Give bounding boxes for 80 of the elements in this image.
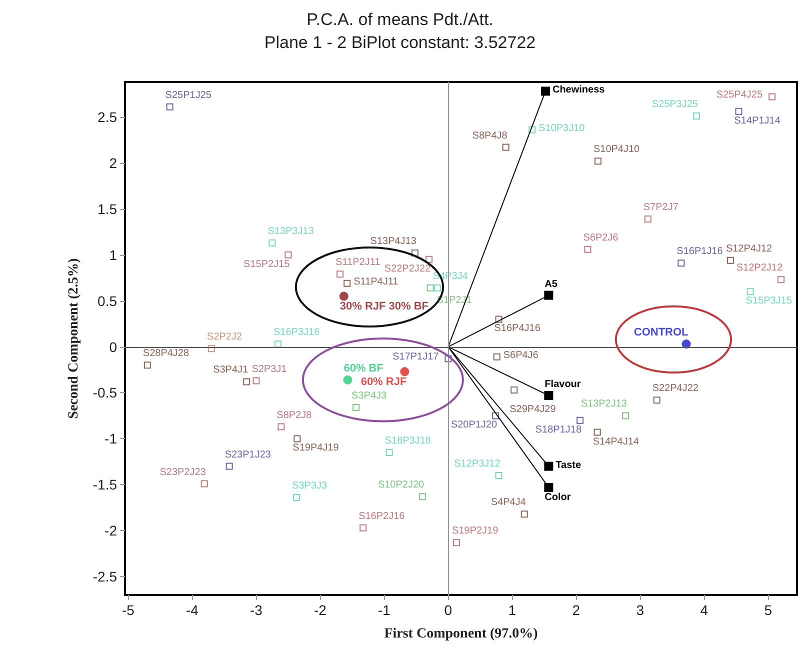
x-tick-label: -2	[314, 602, 327, 618]
data-label: S28P4J28	[142, 348, 190, 360]
series-label: Chewiness	[552, 84, 606, 96]
data-label: S17P1J17	[392, 352, 440, 363]
series-label: A5	[544, 278, 558, 290]
y-tick-label: 0	[109, 338, 118, 355]
y-tick-label: 1.5	[98, 200, 118, 217]
x-tick-label: 4	[700, 602, 708, 618]
data-label: S8P4J8	[472, 130, 508, 142]
data-label: S22P2J22	[384, 263, 431, 274]
x-tick-label: -5	[122, 602, 135, 618]
data-label: S16P4J16	[494, 323, 541, 334]
data-label: S13P2J13	[580, 398, 628, 410]
data-label: S14P1J14	[734, 115, 781, 126]
y-tick-label: 1	[109, 246, 118, 263]
series-label: Flavour	[544, 379, 581, 390]
data-label: S11P4J11	[354, 276, 399, 288]
data-label: S10P2J20	[378, 480, 425, 491]
series-label: CONTROL	[634, 326, 689, 339]
x-tick-label: 1	[508, 602, 516, 618]
y-tick-label: 2	[109, 154, 118, 171]
data-label: S25P3J25	[652, 99, 698, 110]
data-label: S4P4J4	[490, 497, 526, 508]
data-label: S12P3J12	[454, 458, 501, 470]
x-tick-label: 2	[572, 602, 580, 618]
data-label: S15P2J15	[244, 258, 290, 270]
y-tick-label: -0.5	[92, 384, 118, 401]
x-tick-label: -1	[378, 602, 391, 618]
x-tick-label: 3	[636, 602, 644, 618]
data-label: S16P1J16	[676, 246, 724, 258]
data-label: S15P3J15	[746, 296, 792, 307]
data-label: S13P4J13	[370, 236, 417, 247]
data-label: S16P3J16	[273, 327, 320, 338]
series-label: 60% BF	[344, 362, 384, 374]
data-label: S19P2J19	[452, 526, 499, 537]
data-label: S18P1J18	[535, 424, 582, 436]
y-tick-label: -2	[104, 522, 118, 539]
data-label: S20P1J20	[450, 420, 498, 431]
data-label: S19P4J19	[292, 442, 340, 454]
data-label: S25P4J25	[716, 90, 763, 101]
data-label: S6P4J6	[503, 350, 539, 361]
series-label: 60% RJF	[360, 376, 407, 388]
data-label: S12P2J12	[736, 262, 783, 274]
data-label: S18P3J18	[384, 436, 432, 446]
data-label: S6P2J6	[583, 232, 619, 244]
x-tick-label: 0	[444, 602, 452, 618]
data-label: S10P4J10	[593, 144, 640, 156]
series-label: Color	[544, 492, 571, 503]
data-label: S10P3J10	[538, 122, 586, 134]
y-tick-label: -1	[104, 430, 118, 447]
series-label: 30% RJF 30% BF	[340, 300, 429, 313]
data-label: S23P2J23	[160, 466, 206, 478]
x-tick-label: -3	[250, 602, 263, 618]
data-label: S14P4J14	[592, 436, 640, 448]
data-label: S3P4J1	[213, 364, 249, 376]
y-tick-label: 2.5	[98, 108, 118, 125]
data-label: S3P4J3	[352, 390, 388, 402]
y-tick-label: 0.5	[98, 292, 118, 309]
data-label: S7P2J7	[643, 202, 679, 213]
x-tick-label: 5	[764, 602, 772, 618]
y-tick-label: -2.5	[92, 568, 118, 585]
y-axis-title: Second Component (2.5%)	[66, 258, 82, 419]
data-label: S12P4J12	[726, 243, 773, 254]
x-axis-title: First Component (97.0%)	[384, 626, 538, 642]
data-label: S29P4J29	[510, 404, 556, 415]
x-tick-label: -4	[186, 602, 199, 618]
data-label: S2P3J1	[252, 364, 288, 375]
series-label: Taste	[556, 460, 582, 471]
data-label: S11P2J11	[336, 257, 381, 268]
data-label: S2P2J2	[206, 332, 242, 343]
data-label: S23P1J23	[224, 449, 272, 460]
y-tick-label: -1.5	[92, 476, 118, 493]
data-label: S8P2J8	[276, 410, 312, 421]
data-label: S3P3J3	[292, 480, 328, 492]
chart-title: P.C.A. of means Pdt./Att.	[306, 10, 494, 29]
data-label: S13P3J13	[268, 226, 314, 237]
data-label: S16P2J16	[358, 510, 406, 522]
chart-subtitle: Plane 1 - 2 BiPlot constant: 3.52722	[264, 33, 536, 52]
data-label: S25P1J25	[165, 90, 212, 101]
data-label: S22P4J22	[652, 383, 699, 394]
